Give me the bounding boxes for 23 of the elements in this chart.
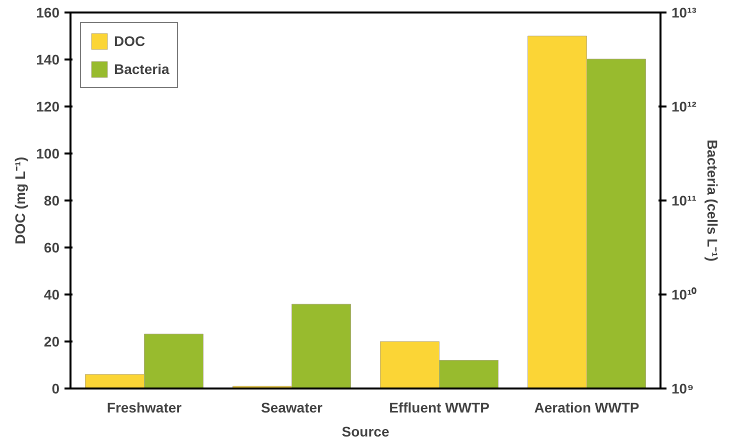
x-tick-label: Freshwater xyxy=(106,400,182,416)
y-tick-label: 100 xyxy=(36,146,60,162)
y-tick-label: 140 xyxy=(36,52,60,68)
y-tick-label: 0 xyxy=(52,380,60,396)
y-axis-title: DOC (mg L⁻¹) xyxy=(12,156,28,244)
y-tick-label: 60 xyxy=(44,240,60,256)
y-tick-label: 80 xyxy=(44,192,60,208)
x-axis-title: Source xyxy=(342,424,390,440)
x-tick-label: Aeration WWTP xyxy=(534,400,640,416)
x-tick-label: Seawater xyxy=(261,400,324,416)
y-tick-label: 160 xyxy=(36,4,60,20)
legend-label: DOC xyxy=(114,33,146,49)
x-tick-label: Effluent WWTP xyxy=(389,400,490,416)
y2-tick-label: 10¹² xyxy=(672,98,697,114)
y-tick-label: 20 xyxy=(44,334,60,350)
y2-tick-label: 10¹⁰ xyxy=(672,286,697,302)
y2-tick-label: 10¹¹ xyxy=(672,192,697,208)
legend-label: Bacteria xyxy=(114,61,170,77)
y2-tick-label: 10¹³ xyxy=(672,4,697,20)
y-tick-label: 40 xyxy=(44,286,60,302)
y2-tick-label: 10⁹ xyxy=(672,380,694,396)
y-tick-label: 120 xyxy=(36,98,60,114)
y2-axis-title: Bacteria (cells L⁻¹) xyxy=(704,140,721,262)
